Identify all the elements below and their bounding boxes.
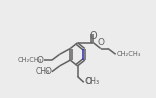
- Text: O: O: [90, 31, 97, 41]
- Text: CH₃: CH₃: [36, 67, 50, 76]
- Text: O: O: [84, 77, 91, 86]
- Text: CH₂CH₃: CH₂CH₃: [18, 57, 42, 63]
- Text: O: O: [37, 56, 44, 65]
- Text: CH₂CH₃: CH₂CH₃: [116, 51, 141, 57]
- Text: O: O: [97, 38, 104, 47]
- Text: CH₃: CH₃: [86, 77, 100, 86]
- Text: O: O: [44, 67, 51, 76]
